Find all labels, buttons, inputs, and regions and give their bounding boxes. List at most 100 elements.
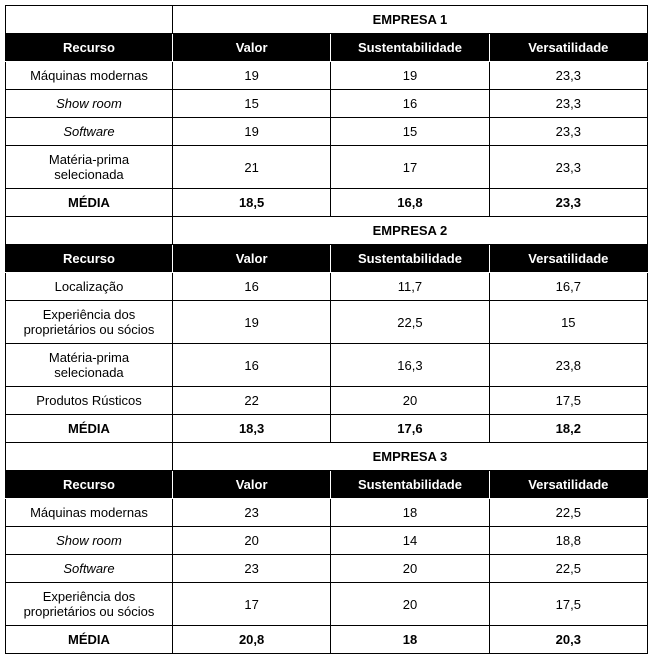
- media-row: MÉDIA18,317,618,2: [6, 415, 648, 443]
- media-valor: 18,5: [172, 189, 330, 217]
- cell-versatilidade: 23,8: [489, 344, 647, 387]
- cell-valor: 15: [172, 90, 330, 118]
- cell-valor: 17: [172, 583, 330, 626]
- cell-sustentabilidade: 15: [331, 118, 489, 146]
- cell-versatilidade: 22,5: [489, 499, 647, 527]
- media-row: MÉDIA20,81820,3: [6, 626, 648, 654]
- table-row: Experiência dos proprietários ou sócios1…: [6, 301, 648, 344]
- cell-versatilidade: 18,8: [489, 527, 647, 555]
- row-label: Experiência dos proprietários ou sócios: [6, 583, 173, 626]
- row-label: Show room: [6, 90, 173, 118]
- media-row: MÉDIA18,516,823,3: [6, 189, 648, 217]
- cell-valor: 19: [172, 118, 330, 146]
- company-title: EMPRESA 1: [172, 6, 647, 34]
- cell-sustentabilidade: 20: [331, 555, 489, 583]
- cell-versatilidade: 23,3: [489, 146, 647, 189]
- table-row: Show room151623,3: [6, 90, 648, 118]
- row-label: Máquinas modernas: [6, 499, 173, 527]
- cell-valor: 19: [172, 301, 330, 344]
- col-header-recurso: Recurso: [6, 245, 173, 273]
- cell-valor: 16: [172, 273, 330, 301]
- empty-cell: [6, 6, 173, 34]
- row-label: Localização: [6, 273, 173, 301]
- cell-valor: 22: [172, 387, 330, 415]
- media-versatilidade: 20,3: [489, 626, 647, 654]
- col-header-versatilidade: Versatilidade: [489, 471, 647, 499]
- col-header-sustentabilidade: Sustentabilidade: [331, 245, 489, 273]
- cell-sustentabilidade: 11,7: [331, 273, 489, 301]
- cell-sustentabilidade: 17: [331, 146, 489, 189]
- cell-sustentabilidade: 20: [331, 583, 489, 626]
- cell-versatilidade: 17,5: [489, 387, 647, 415]
- col-header-versatilidade: Versatilidade: [489, 245, 647, 273]
- media-versatilidade: 23,3: [489, 189, 647, 217]
- company-title-row: EMPRESA 3: [6, 443, 648, 471]
- table-row: Software232022,5: [6, 555, 648, 583]
- empty-cell: [6, 217, 173, 245]
- row-label: Matéria-prima selecionada: [6, 344, 173, 387]
- company-title: EMPRESA 3: [172, 443, 647, 471]
- cell-valor: 16: [172, 344, 330, 387]
- table-row: Matéria-prima selecionada211723,3: [6, 146, 648, 189]
- col-header-valor: Valor: [172, 34, 330, 62]
- cell-versatilidade: 16,7: [489, 273, 647, 301]
- cell-versatilidade: 23,3: [489, 118, 647, 146]
- cell-sustentabilidade: 19: [331, 62, 489, 90]
- media-sustentabilidade: 18: [331, 626, 489, 654]
- cell-valor: 23: [172, 499, 330, 527]
- company-title-row: EMPRESA 2: [6, 217, 648, 245]
- column-header-row: RecursoValorSustentabilidadeVersatilidad…: [6, 34, 648, 62]
- cell-sustentabilidade: 20: [331, 387, 489, 415]
- col-header-versatilidade: Versatilidade: [489, 34, 647, 62]
- media-versatilidade: 18,2: [489, 415, 647, 443]
- table-row: Experiência dos proprietários ou sócios1…: [6, 583, 648, 626]
- col-header-recurso: Recurso: [6, 34, 173, 62]
- cell-sustentabilidade: 14: [331, 527, 489, 555]
- cell-valor: 20: [172, 527, 330, 555]
- media-label: MÉDIA: [6, 626, 173, 654]
- company-title: EMPRESA 2: [172, 217, 647, 245]
- col-header-valor: Valor: [172, 471, 330, 499]
- table-row: Máquinas modernas191923,3: [6, 62, 648, 90]
- col-header-sustentabilidade: Sustentabilidade: [331, 34, 489, 62]
- media-sustentabilidade: 16,8: [331, 189, 489, 217]
- row-label: Máquinas modernas: [6, 62, 173, 90]
- col-header-valor: Valor: [172, 245, 330, 273]
- cell-versatilidade: 17,5: [489, 583, 647, 626]
- cell-valor: 19: [172, 62, 330, 90]
- cell-valor: 21: [172, 146, 330, 189]
- empty-cell: [6, 443, 173, 471]
- company-title-row: EMPRESA 1: [6, 6, 648, 34]
- col-header-sustentabilidade: Sustentabilidade: [331, 471, 489, 499]
- table-row: Localização1611,716,7: [6, 273, 648, 301]
- column-header-row: RecursoValorSustentabilidadeVersatilidad…: [6, 471, 648, 499]
- row-label: Matéria-prima selecionada: [6, 146, 173, 189]
- cell-versatilidade: 23,3: [489, 62, 647, 90]
- cell-sustentabilidade: 18: [331, 499, 489, 527]
- table-row: Software191523,3: [6, 118, 648, 146]
- media-valor: 18,3: [172, 415, 330, 443]
- cell-versatilidade: 23,3: [489, 90, 647, 118]
- media-label: MÉDIA: [6, 415, 173, 443]
- table-row: Show room201418,8: [6, 527, 648, 555]
- row-label: Software: [6, 118, 173, 146]
- table-row: Matéria-prima selecionada1616,323,8: [6, 344, 648, 387]
- data-table: EMPRESA 1RecursoValorSustentabilidadeVer…: [5, 5, 648, 654]
- cell-versatilidade: 15: [489, 301, 647, 344]
- cell-valor: 23: [172, 555, 330, 583]
- media-sustentabilidade: 17,6: [331, 415, 489, 443]
- media-valor: 20,8: [172, 626, 330, 654]
- cell-sustentabilidade: 22,5: [331, 301, 489, 344]
- cell-versatilidade: 22,5: [489, 555, 647, 583]
- cell-sustentabilidade: 16: [331, 90, 489, 118]
- col-header-recurso: Recurso: [6, 471, 173, 499]
- row-label: Show room: [6, 527, 173, 555]
- table-row: Produtos Rústicos222017,5: [6, 387, 648, 415]
- row-label: Experiência dos proprietários ou sócios: [6, 301, 173, 344]
- row-label: Software: [6, 555, 173, 583]
- cell-sustentabilidade: 16,3: [331, 344, 489, 387]
- column-header-row: RecursoValorSustentabilidadeVersatilidad…: [6, 245, 648, 273]
- table-row: Máquinas modernas231822,5: [6, 499, 648, 527]
- row-label: Produtos Rústicos: [6, 387, 173, 415]
- media-label: MÉDIA: [6, 189, 173, 217]
